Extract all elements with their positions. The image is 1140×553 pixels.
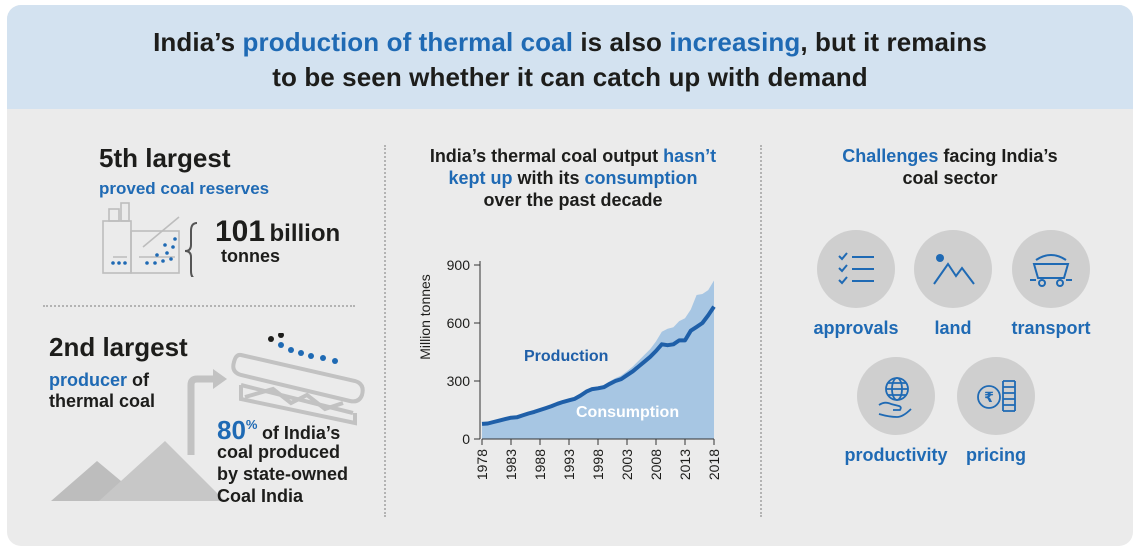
headline-part: , but it remains [800,27,987,57]
chart-title-highlight: kept up [448,168,513,188]
checklist-icon [838,252,874,285]
consumption-series-label: Consumption [576,404,679,421]
challenge-label-transport: transport [1011,318,1091,338]
x-tick-label: 2013 [677,449,693,480]
svg-text:₹: ₹ [984,390,994,406]
challenges-title: Challenges facing India’s coal sector [767,145,1133,189]
chart-title-highlight: hasn’t [663,146,717,166]
coal-wagon-icon [1030,254,1072,287]
column-divider-right [760,145,762,517]
x-tick-label: 1978 [474,449,490,480]
challenge-label-pricing: pricing [965,445,1026,465]
land-circle [914,230,992,308]
coal-india-pct-number: 80 [217,415,246,445]
challenge-label-approvals: approvals [813,318,899,338]
x-tick-label: 1998 [590,449,606,480]
chart-title-part: India’s thermal coal output [429,146,664,166]
reserves-label: proved coal reserves [99,179,270,198]
challenges-title-line-2: coal sector [902,168,998,188]
rupee-coins-icon: ₹ [977,380,1016,412]
infographic-card: India’s production of thermal coal is al… [7,5,1133,546]
chart-title-highlight: consumption [584,168,698,188]
headline-part: India’s [153,27,243,57]
coal-india-text-2: coal produced [217,442,341,462]
headline-line-2: to be seen whether it can catch up with … [272,62,868,92]
challenges-title-highlight: Challenges [842,146,939,166]
y-tick-label: 900 [447,257,471,273]
reserves-amount: 101 billion [215,215,340,249]
chart-y-axis-label: Million tonnes [417,274,433,360]
production-line [481,305,716,426]
globe-hand-icon [878,377,912,418]
y-tick-label: 600 [447,315,471,331]
producer-label-of: of [127,370,150,390]
y-tick-label: 300 [447,373,471,389]
chart-title-line-1: India’s thermal coal output hasn’t [390,145,756,167]
chart-title: India’s thermal coal output hasn’t kept … [390,145,756,211]
coal-india-share: 80% of India’s [217,415,340,446]
headline-highlight: increasing [669,27,801,57]
mountain-icon [933,254,975,285]
productivity-circle [857,357,935,435]
x-tick-label: 1993 [561,449,577,480]
coal-india-pct-sign: % [245,417,258,432]
coal-india-text-1: of India’s [261,423,341,443]
headline-line-1: India’s production of thermal coal is al… [7,27,1133,58]
coal-output-chart: 0 300 600 900 1978 1983 1988 1993 1998 2003 2008 2… [417,257,722,480]
x-tick-label: 1983 [503,449,519,480]
x-tick-label: 1988 [532,449,548,480]
header-banner: India’s production of thermal coal is al… [7,5,1133,109]
chart-title-line-3: over the past decade [483,190,663,210]
reserves-rank: 5th largest [99,143,231,173]
x-tick-label: 2008 [648,449,664,480]
challenge-label-land: land [934,318,972,338]
mountain-large-shape [99,441,225,501]
producer-label-2: thermal coal [49,391,156,411]
headline-part: is also [573,27,670,57]
challenges-title-part: facing India’s [938,146,1058,166]
chart-title-line-2: kept up with its consumption [390,167,756,189]
consumption-area [482,280,714,439]
chart-title-part: with its [512,168,585,188]
reserves-amount-number: 101 [215,215,266,248]
production-series-label: Production [524,348,608,365]
coal-reserves-illustration [102,202,198,277]
conveyor-mountain-illustration [51,333,365,501]
producer-rank: 2nd largest [49,332,188,362]
coal-india-text-3: by state-owned [217,464,349,484]
challenge-label-productivity: productivity [844,445,948,465]
reserves-amount-unit2: tonnes [221,246,281,266]
chart-y-axis: 0 300 600 900 [447,257,481,447]
chart-x-axis: 1978 1983 1988 1993 1998 2003 2008 2013 2018 [474,438,722,480]
producer-label-blue: producer [49,370,128,390]
producer-label: producer of [49,370,149,391]
coal-india-text-4: Coal India [217,486,304,506]
pricing-circle: ₹ [957,357,1035,435]
column-divider-left [384,145,386,517]
x-tick-label: 2003 [619,449,635,480]
headline-highlight: production of thermal coal [242,27,574,57]
chart-area [482,280,714,439]
transport-circle [1012,230,1090,308]
y-tick-label: 0 [462,431,470,447]
reserves-amount-unit: billion [269,220,341,247]
x-tick-label: 2018 [706,449,722,480]
left-section-divider [43,305,355,307]
approvals-circle [817,230,895,308]
challenges-title-line-1: Challenges facing India’s [767,145,1133,167]
chart-production-series [481,305,716,426]
